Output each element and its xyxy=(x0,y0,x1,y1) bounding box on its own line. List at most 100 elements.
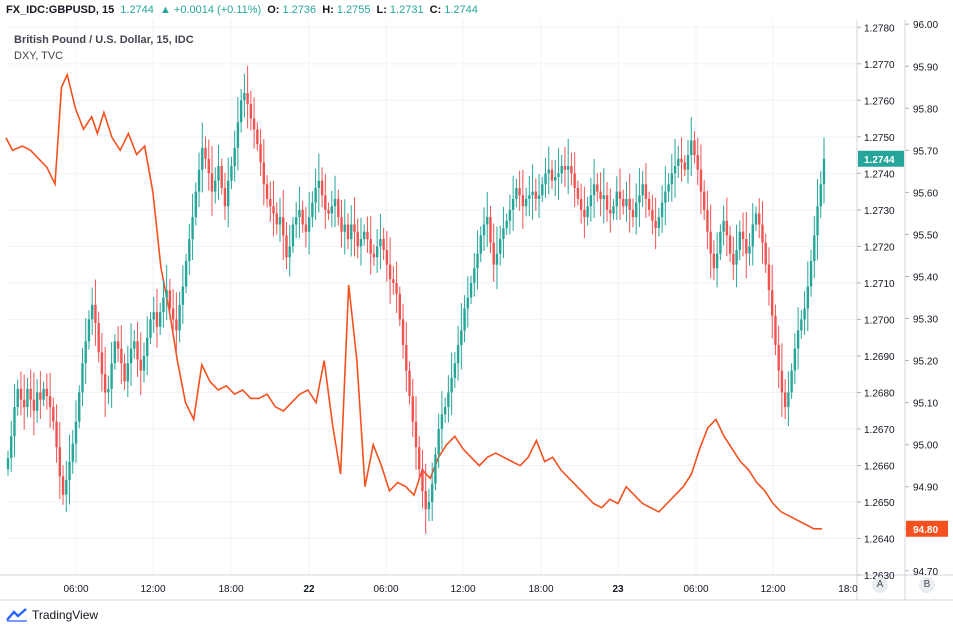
candle-body xyxy=(178,304,181,331)
candle-body xyxy=(427,501,431,510)
axis-b-button[interactable]: B xyxy=(919,577,935,593)
candle-body xyxy=(16,388,19,408)
symbol-label[interactable]: FX_IDC:GBPUSD, 15 xyxy=(6,4,115,16)
candle-body xyxy=(301,209,304,225)
candle-body xyxy=(570,166,573,174)
candle-body xyxy=(259,144,262,163)
candle-body xyxy=(631,209,635,218)
candle-body xyxy=(184,260,188,287)
candle-body xyxy=(126,363,130,382)
brand-name[interactable]: TradingView xyxy=(32,608,99,622)
legend-compare-series[interactable]: DXY, TVC xyxy=(14,50,64,62)
candle-body xyxy=(285,235,288,258)
candle-body xyxy=(505,220,508,229)
high-value: 1.2755 xyxy=(336,4,371,16)
candle-body xyxy=(408,370,411,397)
candle-body xyxy=(304,224,308,232)
candle-body xyxy=(683,162,686,170)
tradingview-logo-icon[interactable] xyxy=(6,608,28,622)
candle-body xyxy=(602,195,606,199)
candle-body xyxy=(94,304,97,324)
right-axis-label: 95.30 xyxy=(913,315,938,326)
candle-body xyxy=(133,341,136,349)
candle-body xyxy=(87,319,91,342)
candle-body xyxy=(609,209,612,214)
candle-body xyxy=(249,103,253,119)
candle-body xyxy=(78,392,81,422)
candle-body xyxy=(745,239,748,254)
right-axis-label: 94.90 xyxy=(913,483,938,494)
right-axis-label: 95.60 xyxy=(913,188,938,199)
candle-body xyxy=(100,352,104,375)
time-axis-label: 06:00 xyxy=(683,584,708,595)
candle-body xyxy=(460,330,463,345)
time-axis-label: 22 xyxy=(303,584,315,595)
candle-body xyxy=(385,250,389,265)
candle-body xyxy=(690,140,693,156)
candle-body xyxy=(699,169,703,192)
candle-body xyxy=(369,239,372,254)
candle-body xyxy=(165,290,168,298)
symbol-header: FX_IDC:GBPUSD, 15 1.2744 ▲ +0.0014 (+0.1… xyxy=(0,0,953,20)
candle-body xyxy=(201,147,204,170)
candle-body xyxy=(22,399,26,408)
open-label: O: xyxy=(267,4,280,16)
candle-body xyxy=(395,282,398,294)
candle-body xyxy=(521,195,525,207)
candle-body xyxy=(26,388,29,408)
time-axis-label: 18:00 xyxy=(528,584,553,595)
legend-main-series[interactable]: British Pound / U.S. Dollar, 15, IDC xyxy=(14,34,194,46)
candle-body xyxy=(518,187,521,196)
candle-body xyxy=(537,195,541,199)
time-axis-label: 18:0 xyxy=(838,584,858,595)
candle-body xyxy=(596,184,599,192)
auto-scale-button[interactable]: A xyxy=(872,577,888,593)
right-axis-label: 95.50 xyxy=(913,230,938,241)
candle-body xyxy=(372,253,376,258)
time-axis-label: 12:00 xyxy=(760,584,785,595)
candle-body xyxy=(123,363,126,382)
candle-body xyxy=(456,344,460,364)
candle-body xyxy=(803,308,806,320)
left-axis-label: 1.2630 xyxy=(864,571,895,582)
candle-body xyxy=(719,231,722,254)
candle-body xyxy=(495,253,499,265)
dxy-last-badge xyxy=(906,520,948,537)
candle-body xyxy=(146,337,149,356)
candle-body xyxy=(547,169,550,174)
left-axis-label: 1.2680 xyxy=(864,388,895,399)
right-axis-label: 95.70 xyxy=(913,146,938,157)
open-value: 1.2736 xyxy=(282,4,317,16)
candle-body xyxy=(638,195,641,203)
candle-body xyxy=(343,224,346,232)
candle-body xyxy=(139,359,142,371)
price-chart[interactable]: 1.2780 1.2770 1.2760 1.2750 1.2740 1.2730 1.27… xyxy=(0,20,953,605)
candle-body xyxy=(314,187,317,203)
candle-body xyxy=(84,341,87,364)
candle-body xyxy=(770,290,774,316)
candle-body xyxy=(269,198,272,207)
candle-body xyxy=(783,392,787,408)
candle-body xyxy=(434,454,437,484)
right-axis-label: 95.00 xyxy=(913,441,938,452)
candle-body xyxy=(204,147,207,159)
left-axis-label: 1.2690 xyxy=(864,352,895,363)
candle-body xyxy=(667,184,670,192)
time-axis-label: 12:00 xyxy=(450,584,475,595)
candle-body xyxy=(337,198,340,218)
candle-body xyxy=(696,155,699,170)
time-axis-label: 06:00 xyxy=(373,584,398,595)
candle-body xyxy=(751,224,754,247)
candle-body xyxy=(748,246,751,254)
candle-body xyxy=(780,370,784,393)
right-axis-label: 95.80 xyxy=(913,104,938,115)
candle-body xyxy=(816,206,819,236)
candle-body xyxy=(741,231,745,240)
candle-body xyxy=(246,93,249,104)
candle-body xyxy=(414,421,418,448)
candle-body xyxy=(107,388,110,393)
candle-body xyxy=(680,158,683,163)
candle-body xyxy=(712,253,716,269)
candle-body xyxy=(214,180,217,192)
candle-body xyxy=(463,308,466,331)
